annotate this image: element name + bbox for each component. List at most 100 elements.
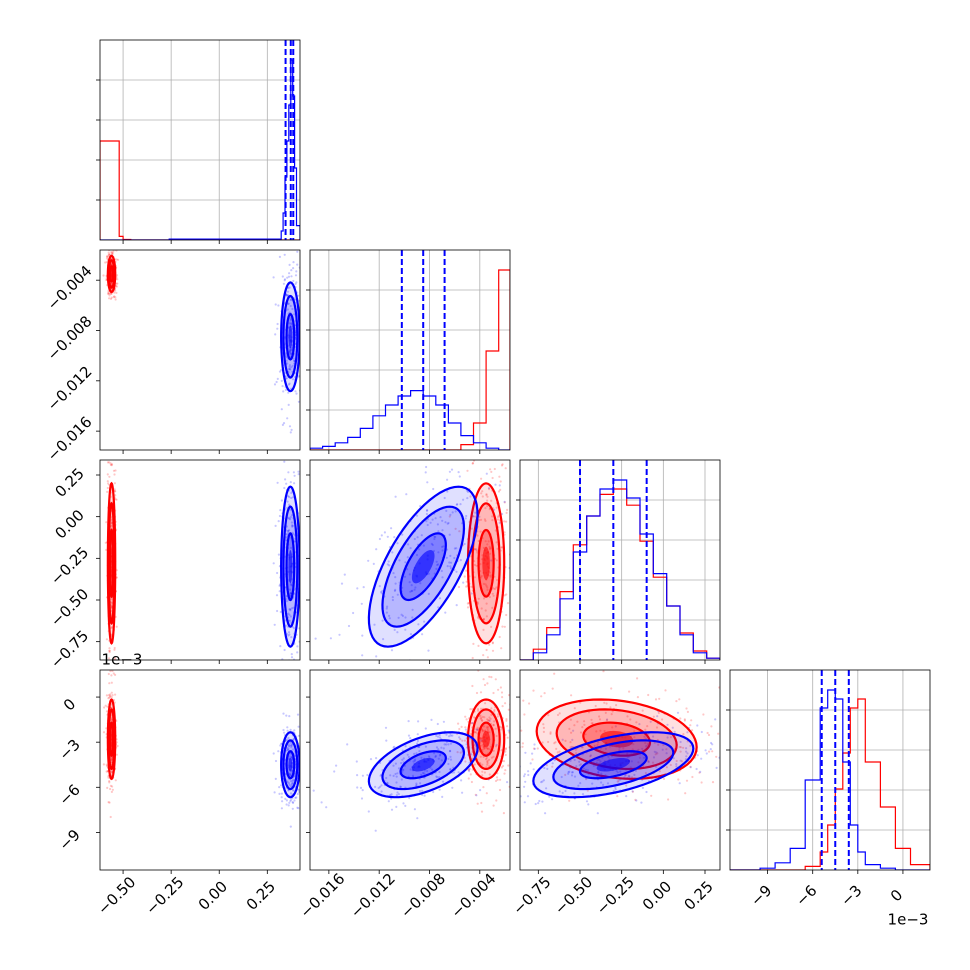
red-sample-point <box>110 522 113 525</box>
red-sample-point <box>499 725 502 729</box>
red-sample-point <box>679 746 683 749</box>
blue-sample-point <box>738 771 740 773</box>
red-sample-point <box>483 747 486 750</box>
red-sample-point <box>646 725 649 728</box>
panel-1-1 <box>306 249 511 454</box>
blue-sample-point <box>392 764 395 767</box>
blue-sample-point <box>443 743 446 746</box>
blue-sample-point <box>426 481 429 484</box>
blue-sample-point <box>449 749 452 753</box>
blue-sample-point <box>284 388 287 391</box>
red-sample-point <box>492 724 495 727</box>
red-sample-point <box>502 812 505 815</box>
red-sample-point <box>108 682 111 685</box>
blue-sample-point <box>290 746 293 749</box>
blue-sample-point <box>289 799 292 803</box>
blue-sample-point <box>599 760 602 763</box>
red-sample-point <box>106 255 109 258</box>
blue-sample-point <box>333 770 336 773</box>
blue-sample-point <box>291 782 294 785</box>
blue-sample-point <box>294 796 297 800</box>
red-sample-point <box>505 520 508 523</box>
red-sample-point <box>110 790 113 794</box>
blue-sample-point <box>501 512 504 516</box>
blue-sample-point <box>425 465 428 469</box>
red-sample-point <box>480 576 483 579</box>
blue-sample-point <box>291 524 294 527</box>
panel-frame <box>99 669 301 871</box>
blue-sample-point <box>393 665 395 667</box>
blue-sample-point <box>347 624 351 628</box>
blue-sample-point <box>292 267 295 270</box>
blue-sample-point <box>463 542 466 546</box>
blue-sample-point <box>382 638 385 641</box>
red-sample-point <box>702 713 705 716</box>
red-sample-point <box>633 736 636 739</box>
blue-sample-point <box>287 495 290 498</box>
red-sample-point <box>108 461 111 464</box>
blue-sample-point <box>453 547 456 550</box>
blue-sample-point <box>283 279 286 282</box>
red-sample-point <box>504 769 507 772</box>
blue-sample-point <box>544 812 547 815</box>
blue-sample-point <box>394 772 397 776</box>
blue-sample-point <box>279 645 282 648</box>
blue-sample-point <box>656 715 659 718</box>
red-sample-point <box>516 694 518 696</box>
panel-2-0-content <box>104 460 304 660</box>
blue-sample-point <box>286 749 289 752</box>
red-sample-point <box>109 463 112 466</box>
red-histogram-3 <box>730 698 930 870</box>
blue-sample-point <box>280 379 283 382</box>
red-sample-point <box>474 515 477 518</box>
blue-sample-point <box>696 754 699 757</box>
blue-sample-point <box>455 570 458 573</box>
blue-sample-point <box>434 755 437 759</box>
blue-sample-point <box>438 597 442 600</box>
blue-sample-point <box>361 789 364 792</box>
blue-sample-point <box>290 491 293 495</box>
red-sample-point <box>469 733 472 736</box>
blue-sample-point <box>288 365 291 368</box>
red-sample-point <box>488 547 491 551</box>
red-sample-point <box>475 691 479 695</box>
blue-sample-point <box>449 768 452 771</box>
blue-sample-point <box>425 512 428 516</box>
blue-sample-point <box>475 794 478 797</box>
blue-sample-point <box>295 281 298 284</box>
blue-sample-point <box>302 518 304 520</box>
red-sample-point <box>466 469 469 472</box>
red-sample-point <box>477 597 480 600</box>
blue-sample-point <box>411 589 414 593</box>
blue-sample-point <box>415 752 418 755</box>
blue-sample-point <box>288 322 291 325</box>
blue-sample-point <box>288 382 291 385</box>
red-sample-point <box>490 470 493 473</box>
blue-sample-point <box>282 390 285 393</box>
red-sample-point <box>651 761 655 764</box>
blue-sample-point <box>394 582 397 585</box>
blue-sample-point <box>297 400 300 403</box>
red-sample-point <box>595 730 598 733</box>
blue-sample-point <box>285 535 288 539</box>
blue-sample-point <box>288 608 291 611</box>
blue-sample-point <box>526 795 530 798</box>
red-sample-point <box>106 255 109 258</box>
blue-sample-point <box>285 533 288 536</box>
blue-sample-point <box>647 760 650 764</box>
red-sample-point <box>486 719 490 722</box>
blue-sample-point <box>361 774 364 777</box>
red-sample-point <box>724 692 726 694</box>
blue-sample-point <box>277 553 280 556</box>
blue-sample-point <box>714 718 717 721</box>
blue-sample-point <box>570 774 574 777</box>
red-sample-point <box>579 731 583 734</box>
x-offset-label: 1e−3 <box>888 911 929 929</box>
red-sample-point <box>589 755 592 758</box>
blue-sample-point <box>441 780 445 783</box>
blue-sample-point <box>274 524 277 528</box>
red-sample-point <box>477 709 480 712</box>
blue-sample-point <box>438 776 441 779</box>
blue-sample-point <box>433 752 436 755</box>
blue-sample-point <box>291 496 295 499</box>
